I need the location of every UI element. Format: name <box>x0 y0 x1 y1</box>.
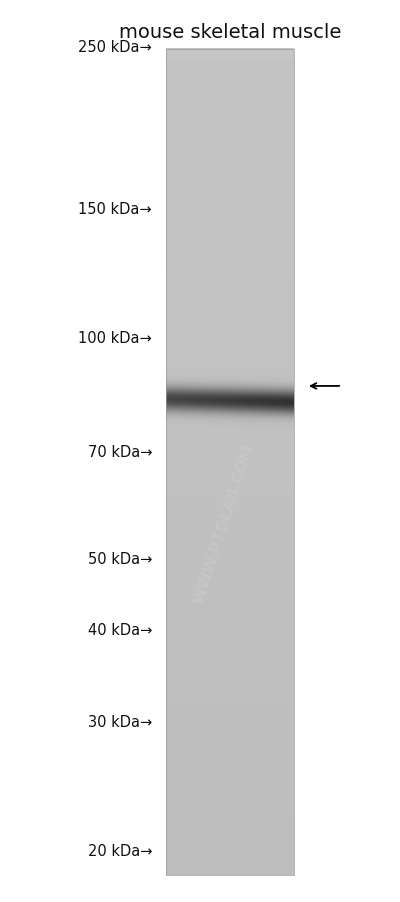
Text: 50 kDa→: 50 kDa→ <box>88 551 152 566</box>
Text: 250 kDa→: 250 kDa→ <box>78 40 152 55</box>
Bar <box>166 50 294 875</box>
Text: mouse skeletal muscle: mouse skeletal muscle <box>119 23 341 41</box>
Text: 150 kDa→: 150 kDa→ <box>78 202 152 217</box>
Text: 40 kDa→: 40 kDa→ <box>88 622 152 638</box>
Text: 100 kDa→: 100 kDa→ <box>78 331 152 346</box>
Text: 30 kDa→: 30 kDa→ <box>88 713 152 729</box>
Text: 70 kDa→: 70 kDa→ <box>88 445 152 459</box>
Text: 20 kDa→: 20 kDa→ <box>88 842 152 858</box>
Text: WWW.PTGLAB.COM: WWW.PTGLAB.COM <box>191 441 257 605</box>
